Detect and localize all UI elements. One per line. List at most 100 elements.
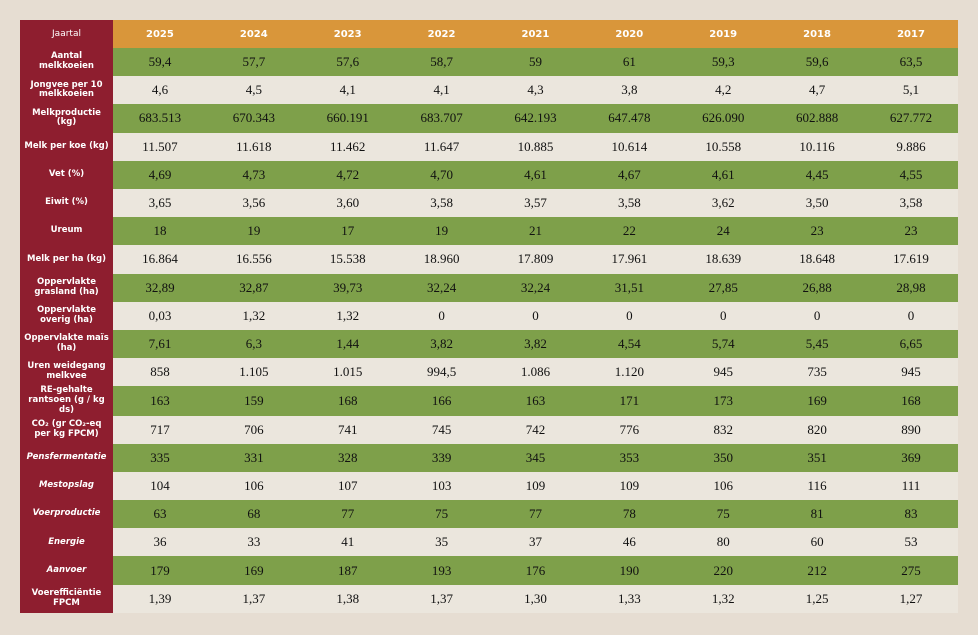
cell-value: 0	[488, 301, 583, 330]
cell-value: 1.086	[488, 358, 583, 387]
cell-value: 57,7	[206, 48, 301, 77]
cell-value: 4,45	[770, 160, 864, 189]
cell-value: 3,8	[582, 76, 677, 105]
row-label: Voerproductie	[20, 500, 113, 529]
cell-value: 858	[113, 358, 207, 387]
cell-value: 21	[488, 217, 583, 246]
cell-value: 15.538	[300, 245, 395, 274]
cell-value: 10.116	[770, 132, 864, 161]
cell-value: 4,70	[394, 160, 489, 189]
table-row: Melkproductie (kg) 683.513 670.343 660.191 6…	[20, 104, 958, 133]
cell-value: 26,88	[770, 273, 864, 302]
cell-value: 0	[676, 301, 771, 330]
cell-value: 169	[206, 556, 301, 585]
cell-value: 647.478	[582, 104, 677, 133]
cell-value: 163	[488, 386, 583, 416]
cell-value: 3,50	[770, 188, 864, 218]
cell-value: 1,32	[300, 301, 395, 330]
cell-value: 4,1	[394, 76, 489, 105]
cell-value: 109	[488, 471, 583, 501]
table-wrap: Jaartal 2025 2024 2023 2022 2021 2020 2019 2018 2…	[20, 20, 958, 613]
cell-value: 3,56	[206, 188, 301, 218]
cell-value: 68	[206, 500, 301, 529]
cell-value: 24	[676, 217, 771, 246]
year-header: 2022	[394, 20, 489, 48]
cell-value: 17.961	[582, 245, 677, 274]
year-header: 2018	[770, 20, 864, 48]
cell-value: 78	[582, 500, 677, 529]
row-label: Oppervlakte overig (ha)	[20, 301, 113, 330]
cell-value: 0	[582, 301, 677, 330]
table-row: Voerefficiëntie FPCM 1,39 1,37 1,38 1,37 1,30…	[20, 584, 958, 613]
cell-value: 171	[582, 386, 677, 416]
cell-value: 4,5	[206, 76, 301, 105]
cell-value: 1,39	[113, 584, 207, 613]
cell-value: 742	[488, 415, 583, 444]
cell-value: 19	[394, 217, 489, 246]
cell-value: 17.809	[488, 245, 583, 274]
cell-value: 46	[582, 528, 677, 557]
cell-value: 4,67	[582, 160, 677, 189]
cell-value: 116	[770, 471, 864, 501]
cell-value: 353	[582, 443, 677, 472]
cell-value: 23	[864, 217, 958, 246]
cell-value: 176	[488, 556, 583, 585]
cell-value: 3,58	[394, 188, 489, 218]
cell-value: 41	[300, 528, 395, 557]
cell-value: 173	[676, 386, 771, 416]
cell-value: 17.619	[864, 245, 958, 274]
cell-value: 350	[676, 443, 771, 472]
cell-value: 60	[770, 528, 864, 557]
cell-value: 35	[394, 528, 489, 557]
cell-value: 670.343	[206, 104, 301, 133]
cell-value: 32,89	[113, 273, 207, 302]
row-label: Aanvoer	[20, 556, 113, 585]
cell-value: 890	[864, 415, 958, 444]
cell-value: 75	[394, 500, 489, 529]
cell-value: 18	[113, 217, 207, 246]
cell-value: 735	[770, 358, 864, 387]
table-row: Aanvoer 179 169 187 193 176 190 220 212 275	[20, 556, 958, 585]
cell-value: 18.648	[770, 245, 864, 274]
cell-value: 832	[676, 415, 771, 444]
table-row: RE-gehalte rantsoen (g / kg ds) 163 159 168…	[20, 385, 958, 416]
row-label: Pensfermentatie	[20, 443, 113, 472]
cell-value: 106	[206, 471, 301, 501]
cell-value: 31,51	[582, 273, 677, 302]
cell-value: 683.513	[113, 104, 207, 133]
cell-value: 32,24	[394, 273, 489, 302]
cell-value: 187	[300, 556, 395, 585]
table-row: Melk per koe (kg) 11.507 11.618 11.462 11.64…	[20, 132, 958, 161]
cell-value: 1.105	[206, 358, 301, 387]
cell-value: 169	[770, 386, 864, 416]
cell-value: 0	[394, 301, 489, 330]
cell-value: 59,4	[113, 48, 207, 77]
cell-value: 1,38	[300, 584, 395, 613]
cell-value: 741	[300, 415, 395, 444]
year-header: 2021	[488, 20, 583, 48]
cell-value: 706	[206, 415, 301, 444]
cell-value: 4,7	[770, 76, 864, 105]
cell-value: 10.558	[676, 132, 771, 161]
cell-value: 683.707	[394, 104, 489, 133]
cell-value: 63	[113, 500, 207, 529]
row-label: Energie	[20, 528, 113, 557]
cell-value: 63,5	[864, 48, 958, 77]
cell-value: 1,32	[206, 301, 301, 330]
table-row: Uren weidegang melkvee 858 1.105 1.015 994,5…	[20, 358, 958, 387]
row-label: Jongvee per 10 melkkoeien	[20, 76, 113, 105]
row-label: Aantal melkkoeien	[20, 48, 113, 77]
table-row: Jongvee per 10 melkkoeien 4,6 4,5 4,1 4,1 4,3…	[20, 76, 958, 105]
cell-value: 331	[206, 443, 301, 472]
cell-value: 335	[113, 443, 207, 472]
cell-value: 61	[582, 48, 677, 77]
table-row: Melk per ha (kg) 16.864 16.556 15.538 18.960…	[20, 245, 958, 274]
header-label: Jaartal	[20, 20, 113, 48]
cell-value: 166	[394, 386, 489, 416]
table-row: CO₂ (gr CO₂-eq per kg FPCM) 717 706 741 745 7…	[20, 415, 958, 444]
table-row: Ureum 18 19 17 19 21 22 24 23 23	[20, 217, 958, 246]
row-label: Melk per koe (kg)	[20, 132, 113, 161]
cell-value: 4,73	[206, 160, 301, 189]
cell-value: 642.193	[488, 104, 583, 133]
